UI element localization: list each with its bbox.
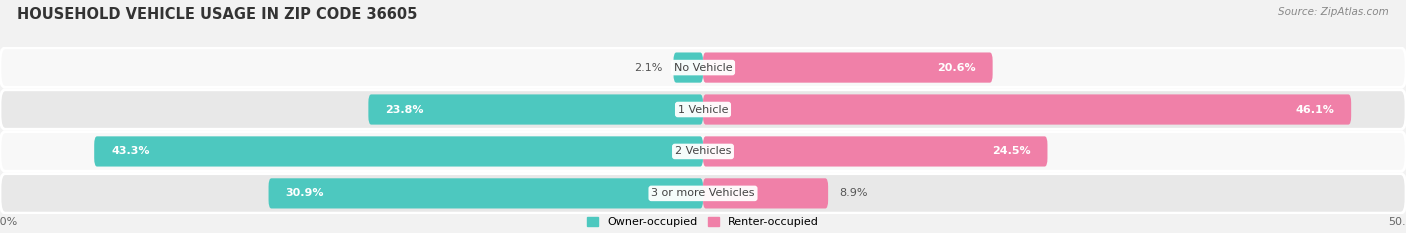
Text: HOUSEHOLD VEHICLE USAGE IN ZIP CODE 36605: HOUSEHOLD VEHICLE USAGE IN ZIP CODE 3660…	[17, 7, 418, 22]
Text: 24.5%: 24.5%	[993, 147, 1031, 156]
FancyBboxPatch shape	[0, 132, 1406, 171]
Text: 8.9%: 8.9%	[839, 188, 868, 198]
FancyBboxPatch shape	[703, 178, 828, 209]
FancyBboxPatch shape	[703, 52, 993, 83]
Text: 3 or more Vehicles: 3 or more Vehicles	[651, 188, 755, 198]
Text: 2.1%: 2.1%	[634, 63, 662, 72]
Text: 46.1%: 46.1%	[1295, 105, 1334, 114]
Text: 20.6%: 20.6%	[938, 63, 976, 72]
FancyBboxPatch shape	[0, 174, 1406, 213]
FancyBboxPatch shape	[673, 52, 703, 83]
FancyBboxPatch shape	[94, 136, 703, 167]
FancyBboxPatch shape	[269, 178, 703, 209]
FancyBboxPatch shape	[0, 48, 1406, 87]
Text: No Vehicle: No Vehicle	[673, 63, 733, 72]
Text: 43.3%: 43.3%	[111, 147, 149, 156]
Text: 1 Vehicle: 1 Vehicle	[678, 105, 728, 114]
Legend: Owner-occupied, Renter-occupied: Owner-occupied, Renter-occupied	[586, 217, 820, 227]
FancyBboxPatch shape	[368, 94, 703, 125]
Text: Source: ZipAtlas.com: Source: ZipAtlas.com	[1278, 7, 1389, 17]
Text: 23.8%: 23.8%	[385, 105, 423, 114]
FancyBboxPatch shape	[0, 90, 1406, 129]
FancyBboxPatch shape	[703, 136, 1047, 167]
Text: 30.9%: 30.9%	[285, 188, 323, 198]
FancyBboxPatch shape	[703, 94, 1351, 125]
Text: 2 Vehicles: 2 Vehicles	[675, 147, 731, 156]
